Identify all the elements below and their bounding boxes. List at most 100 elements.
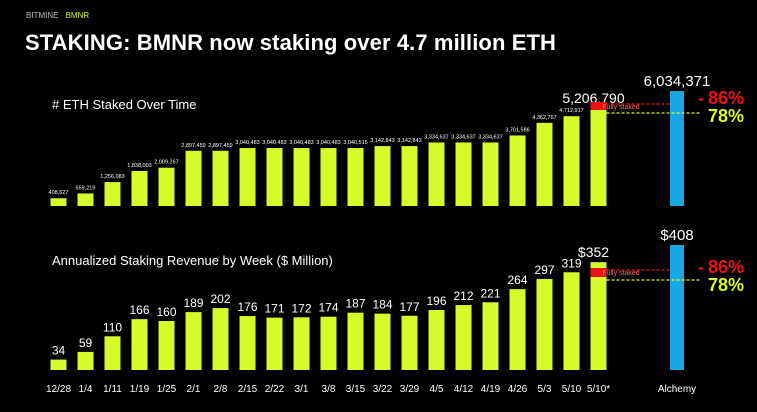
- bar-value-label: 202: [210, 292, 230, 306]
- pct-high-value: 86%: [708, 257, 744, 277]
- bar-2/22: [266, 148, 283, 206]
- alchemy-bar: [670, 245, 684, 370]
- x-tick-label: 5/10*: [587, 384, 610, 395]
- x-tick-label: 2/15: [238, 384, 258, 395]
- bar-value-label: 176: [237, 300, 257, 314]
- x-tick-label: 3/29: [400, 384, 420, 395]
- fully-staked-label: Fully staked: [602, 270, 639, 277]
- bar-value-label: 59: [79, 336, 93, 350]
- bar-4/19: [482, 302, 499, 370]
- bar-2/8: [212, 150, 229, 206]
- bar-3/15: [347, 148, 364, 206]
- bar-value-label: 174: [318, 301, 338, 315]
- bar-value-label: 3,334,637: [451, 134, 475, 140]
- x-tick-label: 1/4: [79, 384, 93, 395]
- bar-value-label: $352: [578, 244, 609, 260]
- pct-low-value: 78%: [708, 106, 744, 126]
- x-tick-label: 1/19: [130, 384, 150, 395]
- bar-3/15: [347, 312, 364, 370]
- bar-value-label: 3,142,843: [397, 138, 421, 144]
- bar-value-label: 177: [399, 300, 419, 314]
- x-tick-label: 12/28: [46, 384, 71, 395]
- x-tick-label: 4/19: [481, 384, 501, 395]
- bar-value-label: 172: [291, 301, 311, 315]
- x-axis: 12/28 1/4 1/11 1/19 1/25 2/1 2/8 2/15 2/22 3/1 3/8…: [46, 384, 696, 395]
- bar-1/11: [104, 336, 121, 370]
- bar-4/26: [509, 135, 526, 206]
- x-tick-label: 3/15: [346, 384, 366, 395]
- bar-value-label: 171: [264, 302, 284, 316]
- pct-low-value: 78%: [708, 275, 744, 295]
- bar-value-label: 184: [372, 298, 392, 312]
- brand-name: BITMINE: [26, 11, 59, 20]
- bar-3/8: [320, 316, 337, 370]
- bar-value-label: 4,362,757: [532, 115, 556, 121]
- bar-12/28: [50, 198, 67, 206]
- fully-staked-label: Fully staked: [602, 104, 639, 111]
- bar-value-label: 160: [156, 305, 176, 319]
- bar-1/4: [77, 193, 94, 206]
- bar-1/25: [158, 167, 175, 206]
- x-tick-label: 3/8: [322, 384, 336, 395]
- bar-2/1: [185, 150, 202, 206]
- x-tick-label: 3/1: [295, 384, 309, 395]
- brand-label: BITMINE · BMNR: [26, 11, 89, 20]
- bar-value-label: 3,701,586: [505, 127, 529, 133]
- bar-value-label: 4,712,917: [559, 108, 583, 114]
- bar-value-label: 319: [561, 256, 581, 270]
- bar-value-label: 408,627: [49, 190, 69, 196]
- bar-value-label: 1,838,003: [127, 163, 151, 169]
- x-tick-label: 4/5: [430, 384, 444, 395]
- x-tick-label: 5/3: [538, 384, 552, 395]
- bar-value-label: 110: [103, 320, 122, 334]
- bar-value-label: 3,040,515: [343, 140, 367, 146]
- brand-separator: ·: [60, 11, 64, 20]
- alchemy-bar: [670, 91, 684, 206]
- x-tick-label: 4/12: [454, 384, 474, 395]
- bar-3/22: [374, 313, 391, 370]
- bar-3/1: [293, 148, 310, 206]
- bar-4/26: [509, 289, 526, 370]
- bar-value-label: 189: [183, 296, 203, 310]
- bar-value-label: 3,334,637: [424, 134, 448, 140]
- bar-1/19: [131, 170, 148, 206]
- bar-2/1: [185, 312, 202, 370]
- pct-high-label: -: [698, 88, 704, 108]
- bar-value-label: 1,256,083: [100, 174, 124, 180]
- bar-2/15: [239, 316, 256, 370]
- x-tick-label: 1/25: [157, 384, 177, 395]
- fully-staked-block: [590, 102, 607, 110]
- bar-value-label: 2,897,459: [181, 143, 205, 149]
- bar-4/5: [428, 309, 445, 370]
- revenue-chart: Annualized Staking Revenue by Week ($ Mi…: [50, 227, 744, 370]
- bar-2/8: [212, 308, 229, 370]
- bar-value-label: 297: [534, 263, 554, 277]
- bar-4/5: [428, 142, 445, 206]
- pct-high-label: -: [698, 257, 704, 277]
- bar-1/25: [158, 320, 175, 370]
- bar-5/3: [536, 122, 553, 206]
- bar-value-label: 187: [345, 297, 365, 311]
- bar-value-label: 659,219: [76, 185, 96, 191]
- bar-5/3: [536, 279, 553, 370]
- alchemy-value-label: $408: [660, 227, 693, 244]
- page-title: STAKING: BMNR now staking over 4.7 milli…: [25, 30, 557, 55]
- bar-value-label: 3,040,483: [235, 140, 259, 146]
- bar-1/4: [77, 351, 94, 370]
- bar-1/19: [131, 319, 148, 370]
- pct-high-value: 86%: [708, 88, 744, 108]
- bar-3/29: [401, 315, 418, 370]
- chart-title: Annualized Staking Revenue by Week ($ Mi…: [52, 253, 333, 268]
- fully-staked-block: [590, 268, 607, 277]
- x-tick-label: 5/10: [562, 384, 582, 395]
- bar-value-label: 196: [426, 294, 446, 308]
- bar-3/22: [374, 146, 391, 206]
- x-tick-label: 3/22: [373, 384, 393, 395]
- bar-2/15: [239, 148, 256, 206]
- bar-value-label: 3,040,483: [262, 140, 286, 146]
- bar-4/12: [455, 305, 472, 370]
- bar-3/1: [293, 317, 310, 370]
- bar-12/28: [50, 359, 67, 370]
- bar-5/10: [563, 272, 580, 370]
